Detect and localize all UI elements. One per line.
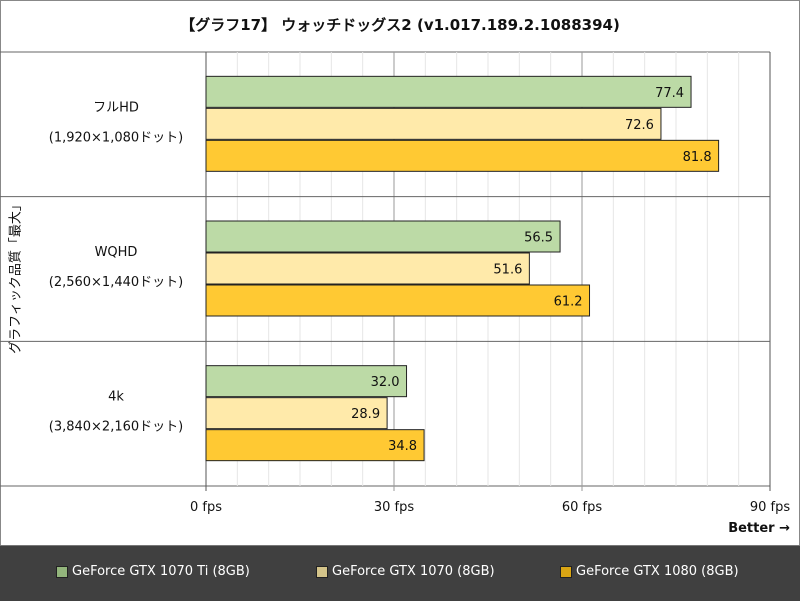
bar-value-label: 28.9: [351, 407, 380, 422]
legend: GeForce GTX 1070 Ti (8GB) GeForce GTX 107…: [0, 545, 800, 601]
bar-value-label: 72.6: [625, 118, 654, 133]
category-sublabel: (1,920×1,080ドット): [49, 130, 183, 145]
x-axis-label: Better →: [728, 521, 790, 536]
x-tick-label: 90 fps: [750, 500, 791, 515]
bar: [205, 365, 408, 398]
bar-value-label: 51.6: [493, 263, 522, 278]
bar-value-label: 32.0: [371, 375, 400, 390]
bar: [205, 75, 692, 108]
x-tick-label: 60 fps: [562, 500, 603, 515]
bar-value-label: 81.8: [683, 150, 712, 165]
bar: [205, 429, 425, 462]
category-sublabel: (2,560×1,440ドット): [49, 275, 183, 290]
y-axis-label: グラフィック品質「最大」: [8, 198, 24, 354]
bar-value-label: 77.4: [655, 86, 684, 101]
bar-value-label: 56.5: [524, 231, 553, 246]
legend-swatch: [56, 565, 68, 578]
bar-value-label: 34.8: [388, 439, 417, 454]
legend-item: GeForce GTX 1080 (8GB): [560, 564, 739, 579]
bar: [205, 139, 720, 172]
chart-title: 【グラフ17】 ウォッチドッグス2 (v1.017.189.2.1088394): [180, 16, 620, 34]
category-label: WQHD: [95, 245, 138, 260]
legend-item: GeForce GTX 1070 Ti (8GB): [56, 564, 250, 579]
bar: [205, 397, 388, 430]
bar: [205, 220, 561, 253]
legend-swatch: [316, 565, 328, 578]
category-label: 4k: [108, 390, 124, 405]
legend-item: GeForce GTX 1070 (8GB): [316, 564, 495, 579]
bar: [205, 284, 591, 317]
legend-label: GeForce GTX 1080 (8GB): [576, 564, 739, 579]
category-sublabel: (3,840×2,160ドット): [49, 420, 183, 435]
legend-swatch: [560, 565, 572, 578]
category-label: フルHD: [93, 100, 139, 115]
bar: [205, 252, 530, 285]
x-tick-label: 30 fps: [374, 500, 415, 515]
legend-label: GeForce GTX 1070 Ti (8GB): [72, 564, 250, 579]
legend-label: GeForce GTX 1070 (8GB): [332, 564, 495, 579]
bar: [205, 107, 662, 140]
x-tick-label: 0 fps: [190, 500, 222, 515]
bar-chart: 0 fps 30 fps 60 fps 90 fps フルHD (1,920×1,080ド…: [0, 51, 791, 515]
bar-value-label: 61.2: [554, 295, 583, 310]
